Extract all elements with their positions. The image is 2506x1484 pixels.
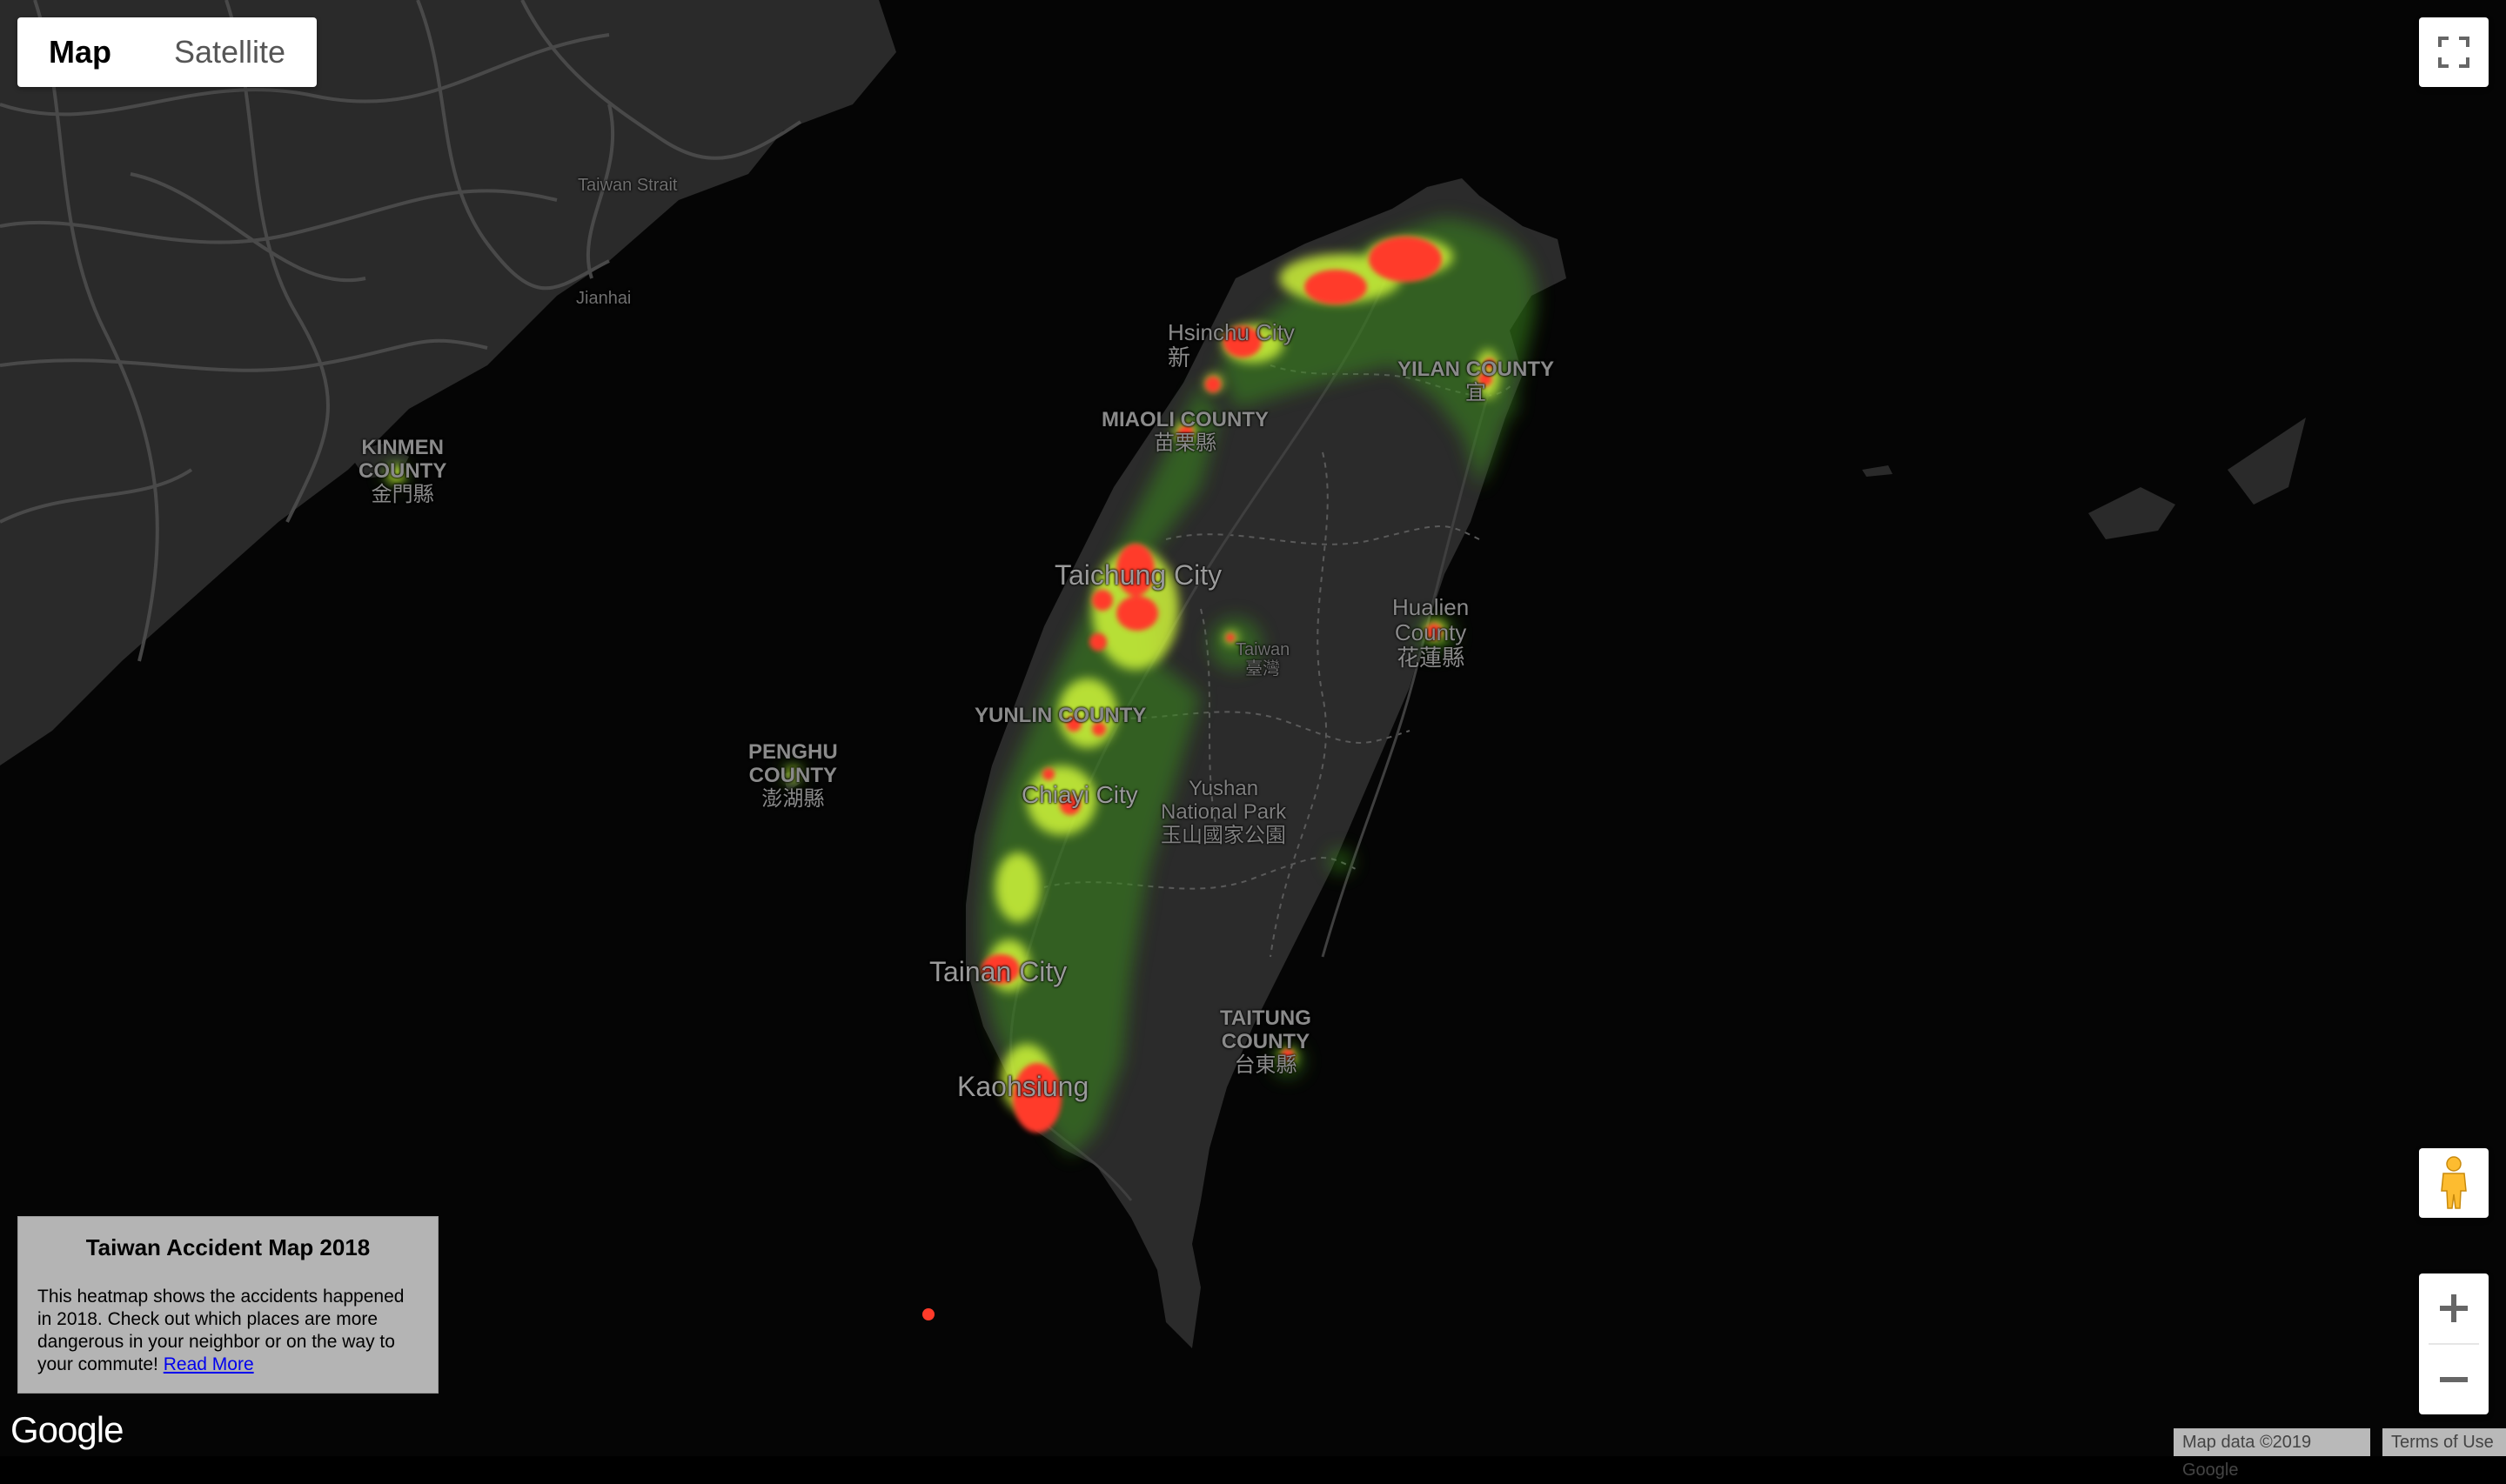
- label-yilan: YILAN COUNTY 宜: [1397, 358, 1554, 404]
- fullscreen-button[interactable]: [2419, 17, 2489, 87]
- street-view-button[interactable]: [2419, 1148, 2489, 1218]
- mainland-landmass: [0, 0, 896, 765]
- label-taichung: Taichung City: [1055, 559, 1223, 591]
- google-logo[interactable]: Google: [10, 1409, 124, 1450]
- mainland-roads: [0, 0, 802, 662]
- heat-spot: [922, 1308, 935, 1320]
- info-body: This heatmap shows the accidents happene…: [37, 1287, 405, 1374]
- ryukyu-island: [2088, 487, 2175, 539]
- label-tainan: Tainan City: [929, 956, 1068, 987]
- pegman-icon: [2441, 1156, 2467, 1209]
- label-penghu: PENGHU COUNTY 澎湖縣: [748, 740, 838, 811]
- plus-icon: [2440, 1294, 2468, 1322]
- label-kaohsiung: Kaohsiung: [957, 1071, 1089, 1102]
- map-type-map-button[interactable]: Map: [49, 34, 111, 70]
- label-hsinchu: Hsinchu City 新: [1168, 319, 1295, 371]
- map-type-control: Map Satellite: [17, 17, 318, 87]
- zoom-divider: [2429, 1343, 2479, 1345]
- label-kinmen: KINMEN COUNTY 金門縣: [358, 436, 447, 506]
- label-yunlin: YUNLIN COUNTY: [975, 704, 1147, 727]
- heatmap-high: [982, 237, 1495, 1133]
- label-chiayi: Chiayi City: [1022, 781, 1138, 808]
- label-yushan: Yushan National Park 玉山國家公園: [1161, 777, 1287, 847]
- ryukyu-island: [2228, 418, 2306, 505]
- fullscreen-icon: [2438, 37, 2469, 68]
- label-strait: Taiwan Strait: [578, 176, 678, 195]
- ryukyu-island: [1862, 465, 1893, 477]
- info-title: Taiwan Accident Map 2018: [85, 1234, 371, 1260]
- label-xianhai: Jianhai: [576, 289, 632, 308]
- read-more-link[interactable]: Read More: [163, 1354, 254, 1374]
- zoom-out-button[interactable]: [2419, 1345, 2489, 1414]
- label-taitung: TAITUNG COUNTY 台東縣: [1220, 1006, 1311, 1077]
- label-taiwan: Taiwan 臺灣: [1236, 640, 1290, 679]
- map-type-satellite-button[interactable]: Satellite: [174, 34, 286, 70]
- label-hualien: Hualien County 花蓮縣: [1392, 594, 1470, 672]
- zoom-in-button[interactable]: [2419, 1273, 2489, 1343]
- minus-icon: [2440, 1377, 2468, 1382]
- info-panel: Taiwan Accident Map 2018 This heatmap sh…: [17, 1216, 439, 1394]
- label-miaoli: MIAOLI COUNTY 苗栗縣: [1102, 408, 1269, 455]
- map-data-attribution[interactable]: Map data ©2019 Google: [2174, 1428, 2370, 1480]
- terms-of-use-link[interactable]: Terms of Use: [2382, 1428, 2506, 1456]
- zoom-control: [2419, 1273, 2489, 1414]
